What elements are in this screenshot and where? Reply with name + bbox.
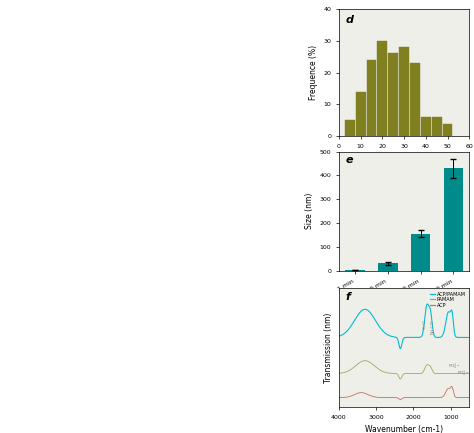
Y-axis label: Frequence (%): Frequence (%) xyxy=(309,45,318,100)
Bar xyxy=(444,168,463,271)
Bar xyxy=(432,117,442,136)
Bar xyxy=(356,92,365,136)
Y-axis label: Size (nm): Size (nm) xyxy=(305,193,314,229)
Bar xyxy=(388,53,398,136)
Bar xyxy=(378,263,398,271)
Bar xyxy=(345,270,365,271)
Bar xyxy=(377,41,387,136)
Bar xyxy=(345,120,355,136)
Bar xyxy=(410,234,430,271)
Text: C=O: C=O xyxy=(422,320,427,330)
Text: d: d xyxy=(346,15,354,25)
Bar xyxy=(443,124,452,136)
Bar xyxy=(366,60,376,136)
Bar xyxy=(410,63,420,136)
X-axis label: Size (nm): Size (nm) xyxy=(386,155,422,164)
Bar xyxy=(399,47,409,136)
Bar xyxy=(421,117,431,136)
Text: NH$\cdot$CO: NH$\cdot$CO xyxy=(429,320,436,335)
X-axis label: Wavenumber (cm-1): Wavenumber (cm-1) xyxy=(365,425,443,433)
Text: PO$_4^{3-}$: PO$_4^{3-}$ xyxy=(456,368,469,379)
Y-axis label: Transmission (nm): Transmission (nm) xyxy=(324,312,333,383)
Text: PO$_4^{3-}$: PO$_4^{3-}$ xyxy=(447,362,460,372)
Text: f: f xyxy=(346,291,350,301)
Legend: ACP/PAMAM, PAMAM, ACP: ACP/PAMAM, PAMAM, ACP xyxy=(428,291,467,309)
Text: e: e xyxy=(346,155,353,165)
